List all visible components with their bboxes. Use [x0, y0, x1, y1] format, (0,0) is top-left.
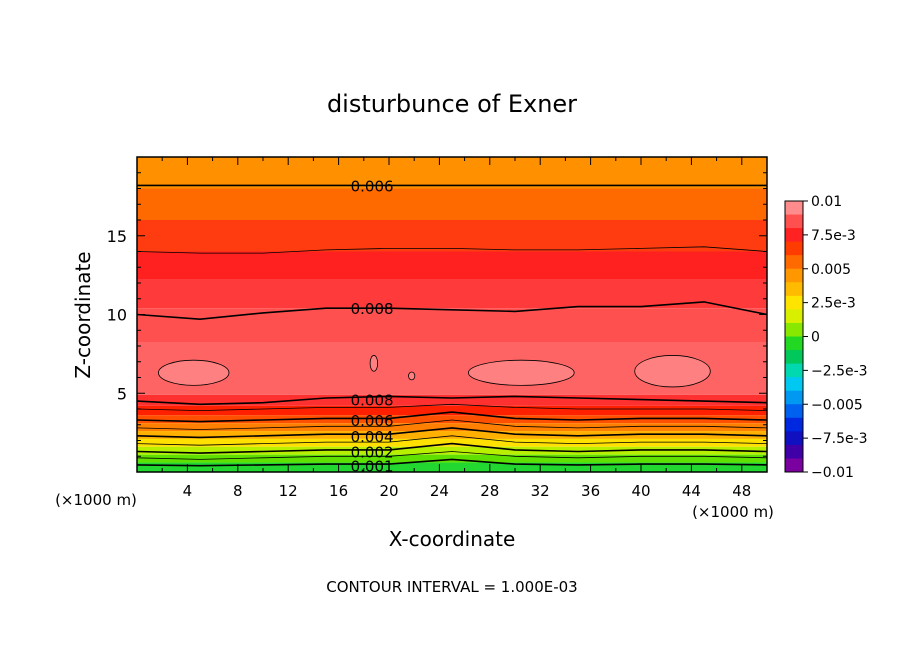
field-band-11: [137, 431, 767, 439]
colorbar-label-5: −2.5e-3: [811, 363, 868, 379]
contour-line-1: [136, 246, 768, 254]
contour-interval-note: CONTOUR INTERVAL = 1.000E-03: [326, 578, 577, 596]
colorbar-label-2: 0.005: [811, 262, 851, 278]
colorbar-swatch-11: [785, 350, 803, 365]
field-band-0: [137, 157, 767, 189]
colorbar-swatch-9: [785, 322, 803, 337]
contour-label-1: 0.008: [351, 300, 394, 318]
y-tick-label-0: 5: [117, 384, 127, 403]
field-band-13: [137, 446, 767, 455]
high-patch-1: [467, 359, 575, 386]
colorbar-swatch-0: [785, 201, 803, 216]
x-tick-label-10: 44: [682, 482, 701, 500]
y-tick-label-1: 10: [107, 306, 127, 325]
contour-line-9: [136, 442, 768, 454]
colorbar-label-8: −0.01: [811, 465, 854, 481]
high-patch-2: [634, 355, 711, 388]
high-patch-3: [369, 355, 379, 372]
colorbar-swatch-3: [785, 241, 803, 256]
colorbar-swatch-13: [785, 377, 803, 392]
high-patch-0: [158, 359, 230, 386]
x-unit-right: (×1000 m): [692, 503, 774, 521]
x-tick-label-2: 12: [279, 482, 298, 500]
colorbar-label-3: 2.5e-3: [811, 296, 856, 312]
x-tick-label-8: 36: [581, 482, 600, 500]
field-band-2: [137, 220, 767, 252]
field-band-3: [137, 251, 767, 280]
colorbar-label-7: −7.5e-3: [811, 431, 868, 447]
colorbar-swatch-4: [785, 255, 803, 270]
contour-line-3: [136, 395, 768, 406]
colorbar-swatch-12: [785, 363, 803, 378]
field-band-7: [137, 394, 767, 406]
contour-lines: [136, 184, 768, 467]
colorbar-swatch-7: [785, 295, 803, 310]
contour-line-6: [136, 419, 768, 430]
colorbar-label-1: 7.5e-3: [811, 228, 856, 244]
contour-line-10: [136, 451, 768, 460]
x-tick-label-0: 4: [183, 482, 193, 500]
contour-line-5: [136, 411, 768, 423]
y-axis-label: Z-coordinate: [71, 251, 95, 378]
contour-line-2: [136, 301, 768, 321]
field-band-5: [137, 308, 767, 343]
colorbar-swatch-14: [785, 390, 803, 405]
colorbar-swatch-2: [785, 228, 803, 243]
contour-line-7: [136, 427, 768, 439]
colorbar-swatch-19: [785, 458, 803, 473]
x-axis-label: X-coordinate: [389, 527, 516, 551]
colorbar-label-0: 0.01: [811, 194, 842, 210]
colorbar-label-4: 0: [811, 330, 820, 346]
high-patch-4: [408, 371, 416, 381]
contour-line-4: [136, 403, 768, 412]
colorbar: 0.01 7.5e-3 0.005 2.5e-3 0 −2.5e-3 −0.005 −7.5e…: [784, 194, 868, 481]
x-tick-label-4: 20: [379, 482, 398, 500]
field-band-4: [137, 279, 767, 309]
colorbar-swatch-17: [785, 431, 803, 446]
colorbar-swatch-5: [785, 268, 803, 283]
x-tick-label-1: 8: [233, 482, 243, 500]
y-tick-label-2: 15: [107, 227, 127, 246]
x-tick-label-6: 28: [480, 482, 499, 500]
colorbar-swatch-18: [785, 444, 803, 459]
colorbar-swatch-15: [785, 404, 803, 419]
colorbar-label-6: −0.005: [811, 397, 863, 413]
x-tick-label-9: 40: [631, 482, 650, 500]
contour-label-4: 0.004: [351, 428, 394, 446]
contour-line-8: [136, 435, 768, 446]
contour-line-11: [136, 458, 768, 467]
field-band-15: [137, 462, 767, 472]
colorbar-swatch-10: [785, 336, 803, 351]
chart-title: disturbunce of Exner: [327, 90, 577, 118]
contour-label-5: 0.002: [351, 444, 394, 462]
contour-label-6: 0.001: [351, 458, 394, 476]
colorbar-swatch-16: [785, 417, 803, 432]
x-tick-label-11: 48: [732, 482, 751, 500]
contour-label-0: 0.006: [351, 177, 394, 195]
contour-label-2: 0.008: [351, 392, 394, 410]
x-tick-label-5: 24: [430, 482, 449, 500]
field-band-9: [137, 415, 767, 424]
field-band-1: [137, 188, 767, 220]
colorbar-swatch-6: [785, 282, 803, 297]
plot-area: [137, 157, 767, 472]
field-band-8: [137, 405, 767, 416]
colorbar-swatch-8: [785, 309, 803, 324]
x-tick-label-7: 32: [531, 482, 550, 500]
x-tick-label-3: 16: [329, 482, 348, 500]
contour-label-3: 0.006: [351, 412, 394, 430]
colorbar-swatch-1: [785, 214, 803, 229]
x-unit-left: (×1000 m): [55, 491, 137, 509]
